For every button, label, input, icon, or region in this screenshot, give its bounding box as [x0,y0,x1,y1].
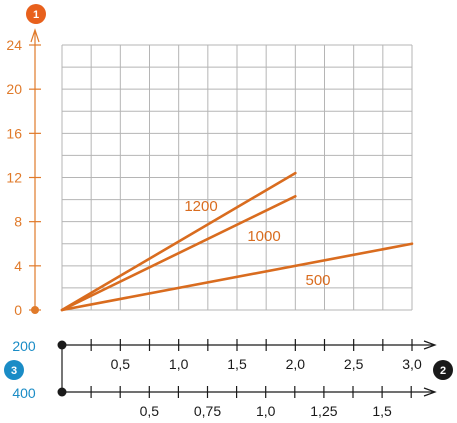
series-label-1200: 1200 [184,198,217,215]
series-labels: 1200 1000 500 [184,198,330,289]
y-tick-label: 12 [6,170,22,186]
y-tick-label: 20 [6,81,22,97]
y-ticks: 0 4 8 12 16 20 24 [6,37,41,318]
x-top-tick-label: 3,0 [402,356,422,372]
x-top-tick-label: 2,0 [286,356,306,372]
x-axis-top-arrow [423,340,437,350]
y-axis-zero-dot [31,306,39,314]
series-line-500 [60,242,414,312]
x-axis-bottom-arrow [423,387,437,397]
x-top-tick-label: 1,5 [227,356,247,372]
y-tick-label: 4 [14,258,22,274]
y-tick-label: 24 [6,37,22,53]
x-bottom-tick-label: 0,5 [140,403,160,419]
x-top-tick-label: 1,0 [169,356,189,372]
x-axis-bottom-badge-label: 3 [11,365,17,377]
series-lines [60,171,414,312]
y-axis-badge-label: 1 [33,9,39,21]
y-tick-label: 16 [6,125,22,141]
x-bottom-tick-label: 1,0 [256,403,276,419]
x-axis-top-ticks: 0,5 1,0 1,5 2,0 2,5 3,0 [90,339,422,372]
x-axis-top-side-label: 200 [12,338,36,354]
series-label-500: 500 [305,272,330,289]
x-axis-top-badge-label: 2 [440,365,446,377]
y-axis-arrow [30,28,40,43]
x-bottom-tick-label: 0,75 [194,403,221,419]
x-top-tick-label: 0,5 [111,356,131,372]
x-axis-top-badge: 2 [433,360,453,380]
x-axis-bottom-side-label: 400 [12,385,36,401]
series-line-1000 [60,194,297,312]
series-line-1200 [60,171,297,312]
x-axis-bottom-ticks: 0,5 0,75 1,0 1,25 1,5 [90,386,412,419]
y-tick-label: 0 [14,302,22,318]
x-bottom-tick-label: 1,25 [310,403,337,419]
x-axis-bottom-badge: 3 [4,360,24,380]
y-axis-badge: 1 [26,4,46,24]
x-bottom-tick-label: 1,5 [372,403,392,419]
y-tick-label: 8 [14,214,22,230]
series-label-1000: 1000 [247,228,280,245]
grid [61,44,413,311]
x-top-tick-label: 2,5 [344,356,364,372]
